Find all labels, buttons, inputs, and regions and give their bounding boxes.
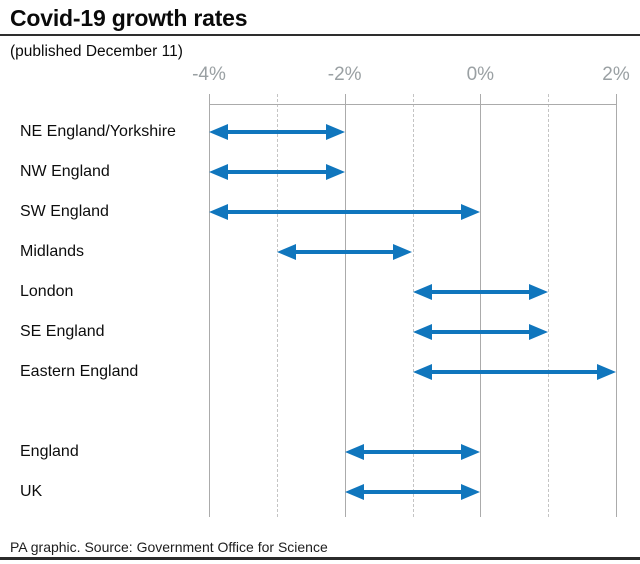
arrow-shaft (289, 250, 400, 254)
gridline-major (209, 94, 210, 517)
arrowhead-left-icon (344, 444, 364, 460)
x-axis-tick-label: 0% (466, 64, 495, 85)
range-arrow (344, 484, 481, 500)
page-title: Covid-19 growth rates (10, 5, 248, 31)
range-arrow (412, 284, 549, 300)
gridline-major (616, 94, 617, 517)
gridline-major (344, 94, 346, 517)
arrowhead-right-icon (461, 484, 481, 500)
chart-subtitle: (published December 11) (10, 43, 183, 60)
arrowhead-left-icon (412, 364, 432, 380)
arrowhead-left-icon (209, 124, 228, 140)
arrowhead-left-icon (412, 324, 432, 340)
x-axis-tick-label: -4% (192, 64, 226, 85)
arrow-shaft (222, 210, 468, 214)
range-arrow (412, 364, 616, 380)
gridline-minor (412, 94, 414, 517)
row-label: NW England (20, 163, 110, 180)
row-label: NE England/Yorkshire (20, 123, 176, 140)
arrow-shaft (222, 130, 332, 134)
arrowhead-left-icon (209, 164, 228, 180)
arrowhead-right-icon (597, 364, 616, 380)
range-arrow (209, 124, 345, 140)
gridline-minor (276, 94, 278, 517)
gridline-minor (548, 94, 550, 517)
arrowhead-left-icon (276, 244, 296, 260)
arrowhead-right-icon (393, 244, 413, 260)
row-label: SE England (20, 323, 105, 340)
range-arrow (344, 444, 481, 460)
row-label: SW England (20, 203, 109, 220)
bottom-divider (0, 557, 640, 560)
source-credit: PA graphic. Source: Government Office fo… (10, 539, 328, 555)
row-label: England (20, 443, 79, 460)
x-axis-tick-label: 2% (602, 64, 630, 85)
arrow-shaft (425, 370, 603, 374)
row-label: UK (20, 483, 43, 500)
arrow-shaft (357, 490, 468, 494)
arrowhead-left-icon (344, 484, 364, 500)
arrowhead-right-icon (325, 124, 345, 140)
arrow-shaft (222, 170, 332, 174)
arrow-shaft (425, 290, 536, 294)
row-label: Eastern England (20, 363, 139, 380)
arrowhead-right-icon (529, 284, 549, 300)
range-arrow (209, 164, 345, 180)
range-arrow (209, 204, 481, 220)
x-axis-tick-label: -2% (327, 64, 362, 85)
row-label: Midlands (20, 243, 85, 260)
range-arrow (276, 244, 413, 260)
arrow-shaft (425, 330, 536, 334)
arrowhead-left-icon (209, 204, 228, 220)
arrowhead-right-icon (461, 204, 481, 220)
arrowhead-right-icon (461, 444, 481, 460)
arrowhead-left-icon (412, 284, 432, 300)
gridline-major (480, 94, 482, 517)
arrowhead-right-icon (325, 164, 345, 180)
arrow-shaft (357, 450, 468, 454)
arrowhead-right-icon (529, 324, 549, 340)
row-label: London (20, 283, 74, 300)
title-divider (0, 34, 640, 36)
x-axis-line (209, 104, 617, 105)
range-arrow (412, 324, 549, 340)
